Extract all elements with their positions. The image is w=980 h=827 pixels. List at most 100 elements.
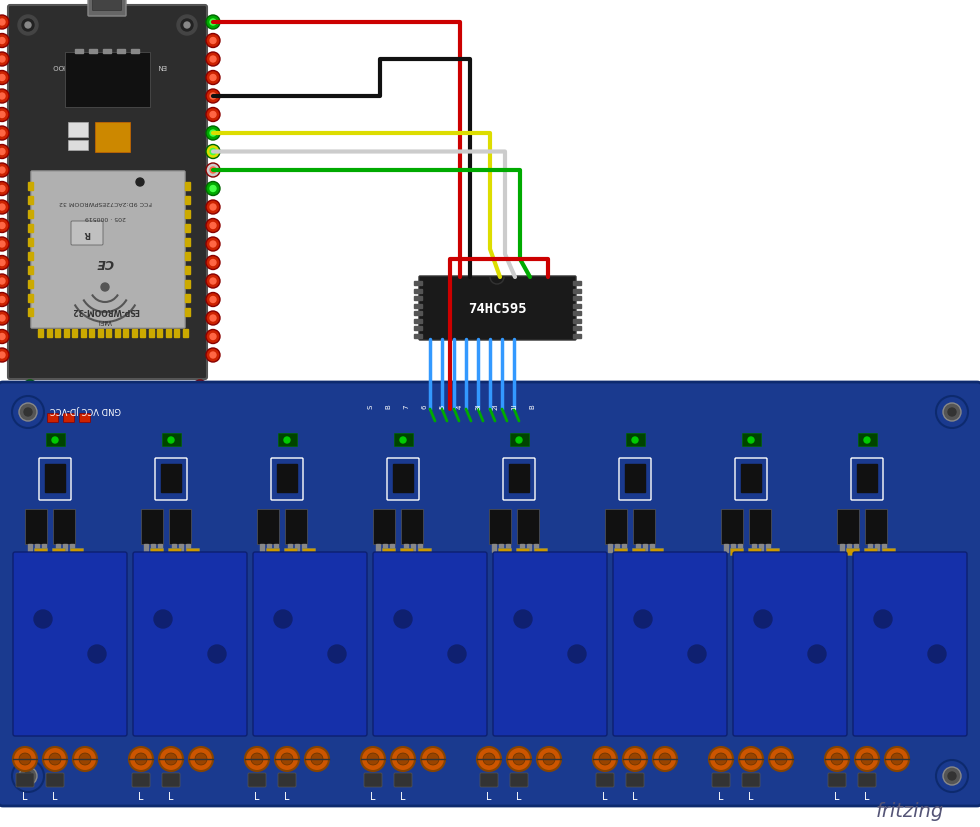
Circle shape: [27, 385, 33, 390]
Circle shape: [623, 747, 647, 771]
Circle shape: [49, 753, 61, 765]
Bar: [573, 319, 581, 323]
Text: B: B: [385, 404, 391, 409]
Bar: [95, 123, 130, 153]
Bar: [865, 509, 887, 544]
Circle shape: [513, 753, 525, 765]
FancyBboxPatch shape: [151, 549, 164, 556]
Bar: [45, 465, 65, 492]
Bar: [517, 509, 539, 544]
Circle shape: [168, 437, 174, 443]
FancyBboxPatch shape: [596, 773, 614, 787]
Bar: [520, 544, 524, 552]
Text: L: L: [23, 791, 27, 801]
Bar: [414, 334, 422, 338]
Bar: [182, 330, 187, 337]
Bar: [151, 544, 155, 552]
Bar: [186, 544, 190, 552]
Circle shape: [874, 610, 892, 629]
Text: L: L: [749, 791, 754, 801]
Bar: [185, 294, 190, 303]
Circle shape: [448, 645, 466, 663]
Circle shape: [159, 747, 183, 771]
Circle shape: [0, 20, 5, 26]
Circle shape: [24, 409, 32, 417]
Bar: [302, 544, 306, 552]
FancyBboxPatch shape: [373, 552, 487, 736]
Bar: [868, 544, 872, 552]
FancyBboxPatch shape: [651, 549, 663, 556]
Bar: [573, 334, 581, 338]
Circle shape: [855, 747, 879, 771]
Circle shape: [34, 610, 52, 629]
FancyBboxPatch shape: [626, 434, 646, 447]
FancyBboxPatch shape: [186, 549, 200, 556]
FancyBboxPatch shape: [480, 773, 498, 787]
Bar: [158, 544, 162, 552]
Circle shape: [195, 753, 207, 765]
FancyBboxPatch shape: [284, 549, 298, 556]
Circle shape: [210, 261, 216, 266]
FancyBboxPatch shape: [503, 458, 535, 500]
Bar: [724, 544, 728, 552]
Bar: [92, 332, 104, 357]
Circle shape: [943, 767, 961, 785]
Circle shape: [189, 747, 213, 771]
FancyBboxPatch shape: [46, 773, 64, 787]
Circle shape: [206, 201, 220, 215]
Bar: [35, 544, 39, 552]
FancyBboxPatch shape: [155, 458, 187, 500]
Circle shape: [197, 385, 203, 390]
Circle shape: [12, 396, 44, 428]
Circle shape: [0, 201, 9, 215]
Circle shape: [748, 437, 754, 443]
Text: S: S: [367, 404, 373, 409]
FancyBboxPatch shape: [847, 549, 859, 556]
FancyBboxPatch shape: [387, 458, 419, 500]
Circle shape: [210, 205, 216, 211]
Bar: [414, 289, 422, 293]
Circle shape: [25, 23, 31, 29]
Bar: [172, 544, 176, 552]
Circle shape: [745, 753, 757, 765]
Bar: [608, 544, 612, 552]
Bar: [414, 327, 422, 331]
Bar: [633, 509, 655, 544]
Bar: [492, 544, 496, 552]
Text: L: L: [138, 791, 144, 801]
Text: 205 · 000519: 205 · 000519: [84, 215, 125, 220]
Circle shape: [394, 610, 412, 629]
Bar: [741, 465, 761, 492]
Bar: [875, 544, 879, 552]
FancyBboxPatch shape: [883, 549, 896, 556]
Circle shape: [206, 164, 220, 178]
Bar: [393, 465, 413, 492]
FancyBboxPatch shape: [31, 172, 185, 328]
Bar: [185, 280, 190, 289]
Bar: [106, 330, 111, 337]
Circle shape: [0, 146, 9, 160]
Circle shape: [206, 237, 220, 251]
FancyBboxPatch shape: [864, 549, 877, 556]
Circle shape: [206, 330, 220, 344]
Bar: [615, 544, 619, 552]
Bar: [573, 297, 581, 301]
Bar: [414, 297, 422, 301]
Bar: [185, 225, 190, 232]
Circle shape: [427, 753, 439, 765]
FancyBboxPatch shape: [92, 0, 122, 12]
Bar: [174, 330, 179, 337]
Bar: [65, 53, 150, 108]
FancyBboxPatch shape: [853, 552, 967, 736]
Circle shape: [19, 767, 37, 785]
Bar: [38, 330, 43, 337]
Circle shape: [769, 747, 793, 771]
Text: L: L: [516, 791, 521, 801]
Bar: [166, 330, 171, 337]
Bar: [267, 544, 271, 552]
FancyBboxPatch shape: [858, 434, 877, 447]
Circle shape: [0, 38, 5, 45]
Bar: [573, 312, 581, 316]
Circle shape: [0, 112, 5, 118]
Bar: [28, 294, 33, 303]
